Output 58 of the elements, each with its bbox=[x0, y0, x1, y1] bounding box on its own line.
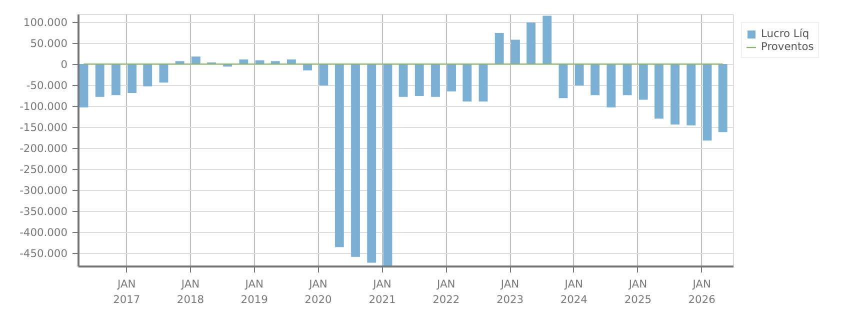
bar bbox=[95, 64, 104, 97]
bar bbox=[494, 32, 504, 64]
y-tick-label: -450.000 bbox=[20, 247, 68, 260]
y-tick-label: -100.000 bbox=[20, 100, 68, 114]
bar bbox=[191, 56, 200, 64]
bar bbox=[654, 64, 664, 119]
bar bbox=[431, 64, 440, 97]
x-tick-label: JAN 2022 bbox=[432, 278, 460, 306]
bar bbox=[334, 64, 344, 248]
bar bbox=[638, 64, 648, 100]
x-tick-label: JAN 2024 bbox=[560, 278, 588, 306]
bar bbox=[478, 64, 488, 102]
x-tick-label: JAN 2017 bbox=[113, 278, 140, 306]
bar bbox=[718, 64, 728, 132]
bar bbox=[622, 64, 632, 96]
bar bbox=[702, 64, 712, 140]
bar bbox=[590, 64, 600, 96]
bar bbox=[526, 22, 536, 64]
bar bbox=[414, 64, 424, 96]
x-tick-label: JAN 2020 bbox=[304, 278, 332, 306]
x-tick-label: JAN 2021 bbox=[368, 278, 396, 306]
bar bbox=[510, 40, 520, 64]
y-tick-label: -150.000 bbox=[20, 121, 68, 134]
y-tick-label: -50.000 bbox=[26, 79, 68, 92]
bar bbox=[542, 16, 552, 64]
bar bbox=[319, 64, 328, 86]
y-tick-label: -300.000 bbox=[20, 184, 68, 198]
bar bbox=[686, 64, 696, 126]
bar bbox=[447, 64, 456, 92]
bar bbox=[79, 64, 88, 108]
bar bbox=[383, 64, 392, 266]
bar bbox=[398, 64, 408, 97]
bar bbox=[128, 64, 137, 94]
x-tick-label: JAN 2025 bbox=[624, 278, 652, 306]
bar bbox=[143, 64, 152, 86]
bar bbox=[462, 64, 472, 102]
bar bbox=[606, 64, 616, 108]
bar bbox=[558, 64, 568, 98]
x-tick-label: JAN 2019 bbox=[240, 278, 268, 306]
x-tick-label: JAN 2023 bbox=[496, 278, 524, 306]
y-tick-label: 50.000 bbox=[30, 37, 68, 50]
bar bbox=[670, 64, 680, 125]
bar bbox=[367, 64, 376, 263]
legend-label: Lucro Líq bbox=[761, 27, 810, 40]
bar bbox=[159, 64, 168, 83]
y-tick-label: 100.000 bbox=[23, 16, 68, 30]
bar bbox=[351, 64, 360, 257]
legend-label: Proventos bbox=[761, 40, 814, 53]
x-tick-label: JAN 2018 bbox=[176, 278, 204, 306]
y-tick-label: 0 bbox=[60, 58, 68, 72]
bar bbox=[574, 64, 584, 86]
bar bbox=[111, 64, 120, 96]
x-tick-label: JAN 2026 bbox=[688, 278, 716, 306]
y-tick-label: -350.000 bbox=[20, 205, 68, 218]
y-tick-label: -250.000 bbox=[20, 163, 68, 176]
y-tick-label: -400.000 bbox=[20, 226, 68, 240]
y-tick-label: -200.000 bbox=[20, 142, 68, 156]
bar bbox=[303, 64, 312, 70]
